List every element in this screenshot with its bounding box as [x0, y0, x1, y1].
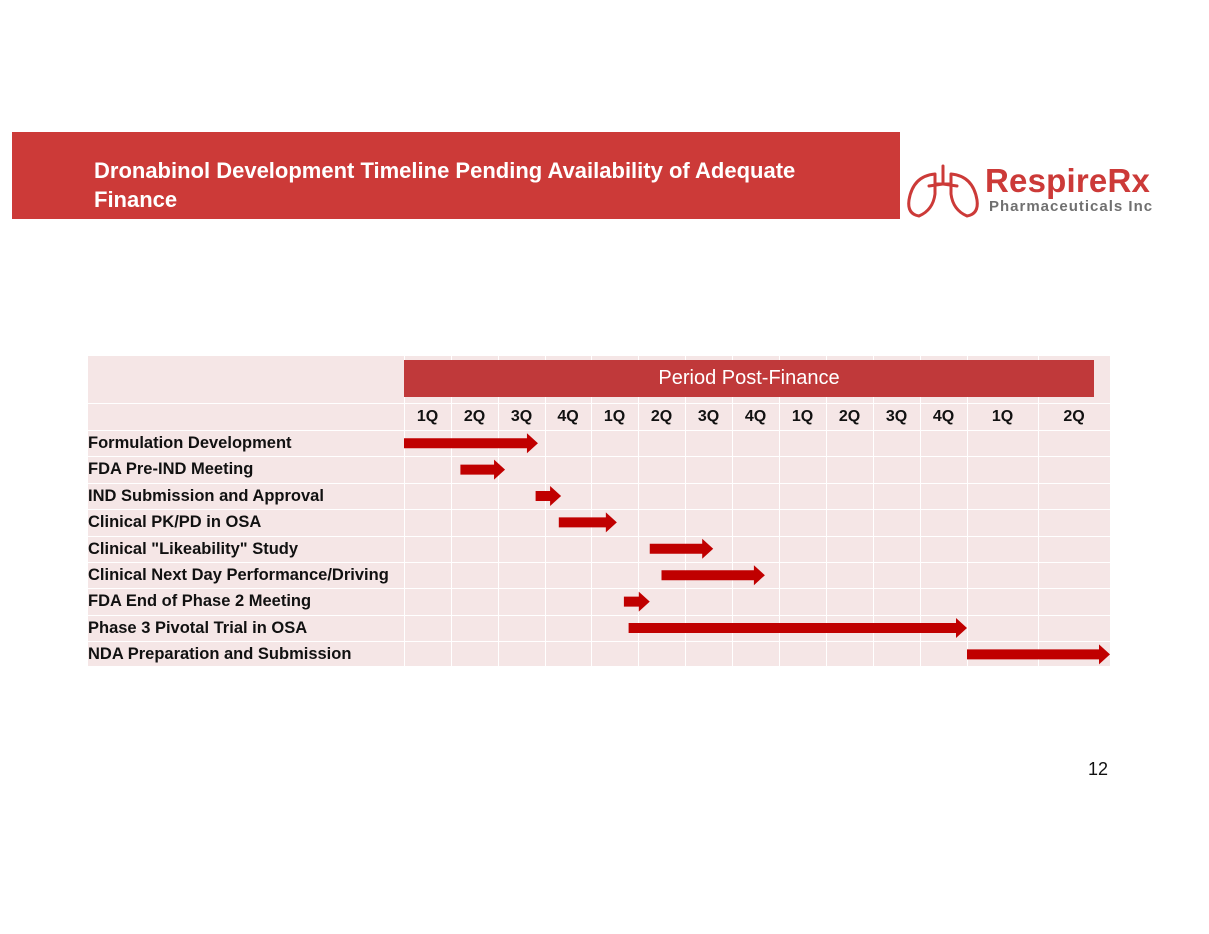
task-label: FDA Pre-IND Meeting	[88, 460, 254, 479]
grid-vline	[498, 356, 499, 666]
grid-vline	[967, 356, 968, 666]
task-label: Clinical Next Day Performance/Driving	[88, 566, 389, 584]
grid-vline	[638, 356, 639, 666]
quarter-label: 1Q	[603, 408, 626, 425]
task-label: Clinical PK/PD in OSA	[88, 513, 262, 532]
grid-vline	[779, 356, 780, 666]
grid-vline	[920, 356, 921, 666]
grid-hline	[88, 536, 1110, 537]
task-label: Phase 3 Pivotal Trial in OSA	[88, 618, 308, 637]
task-arrow	[558, 512, 617, 533]
task-label: FDA End of Phase 2 Meeting	[88, 592, 312, 611]
task-label: NDA Preparation and Submission	[88, 645, 352, 664]
gantt-chart: Period Post-Finance 1Q 2Q 3Q 4Q 1Q 2Q 3Q 4Q 1Q 2Q…	[88, 356, 1110, 666]
task-label: Formulation Development	[88, 434, 292, 452]
task-arrow	[404, 433, 538, 454]
grid-hline	[88, 588, 1110, 589]
grid-hline	[88, 403, 1110, 404]
grid-background	[88, 356, 1110, 666]
task-arrow	[623, 591, 650, 612]
quarter-label: 2Q	[463, 408, 486, 425]
grid-hline	[88, 456, 1110, 457]
quarter-label: 1Q	[791, 408, 814, 425]
grid-vline	[451, 356, 452, 666]
quarter-label: 3Q	[697, 408, 720, 425]
title-banner: Dronabinol Development Timeline Pending …	[12, 132, 900, 219]
quarter-label: 2Q	[650, 408, 673, 425]
quarter-label: 1Q	[416, 408, 439, 425]
quarter-label: 2Q	[838, 408, 861, 425]
page-number: 12	[1087, 759, 1108, 779]
quarter-label: 4Q	[557, 408, 579, 425]
task-arrow	[535, 486, 562, 506]
grid-vline	[732, 356, 733, 666]
grid-vline	[1038, 356, 1039, 666]
quarter-label: 4Q	[932, 408, 955, 425]
quarter-label: 4Q	[744, 408, 767, 425]
grid-hline	[88, 641, 1110, 642]
task-arrow	[967, 644, 1110, 665]
task-label: IND Submission and Approval	[88, 486, 324, 505]
grid-hline	[88, 483, 1110, 484]
task-arrow	[628, 618, 967, 638]
quarter-label: 3Q	[885, 408, 908, 425]
task-arrow	[661, 565, 765, 586]
grid-hline	[88, 509, 1110, 510]
quarter-label: 3Q	[510, 408, 533, 425]
grid-hline	[88, 615, 1110, 616]
grid-vline	[404, 356, 405, 666]
grid-vline	[873, 356, 874, 666]
grid-vline	[826, 356, 827, 666]
grid-vline	[685, 356, 686, 666]
logo-name: RespireRx	[985, 162, 1151, 199]
logo-subtitle: Pharmaceuticals Inc	[989, 198, 1154, 215]
company-logo: RespireRx Pharmaceuticals Inc	[905, 162, 1175, 222]
quarter-label: 1Q	[991, 408, 1014, 425]
slide-title: Dronabinol Development Timeline Pending …	[94, 158, 796, 212]
task-arrows	[404, 433, 1110, 665]
lungs-icon	[907, 164, 979, 218]
grid-vline	[545, 356, 546, 666]
period-header: Period Post-Finance	[404, 360, 1094, 397]
task-arrow	[460, 459, 506, 480]
task-label: Clinical "Likeability" Study	[88, 539, 299, 558]
quarter-label: 2Q	[1063, 408, 1085, 425]
grid-vline	[591, 356, 592, 666]
grid-hline	[88, 430, 1110, 431]
grid-hline	[88, 562, 1110, 563]
task-arrow	[649, 538, 714, 559]
